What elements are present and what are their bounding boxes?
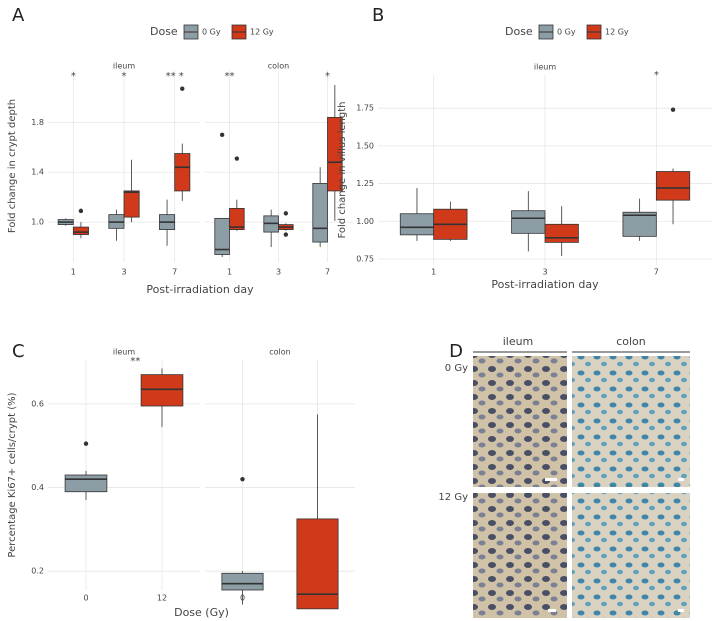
y-tick-label: 1.8 xyxy=(31,118,44,127)
scale-bar xyxy=(545,478,557,481)
x-tick-label: 3 xyxy=(542,268,547,277)
x-tick-label: 12 xyxy=(157,594,167,603)
box xyxy=(72,226,89,235)
row-label: 0 Gy xyxy=(445,363,468,374)
legend-title: Dose xyxy=(505,25,533,38)
box xyxy=(399,213,435,236)
facet-label: colon xyxy=(269,348,290,357)
micrograph xyxy=(473,356,567,487)
facet-label: ileum xyxy=(113,62,135,71)
y-tick-label: 0.4 xyxy=(31,483,44,492)
legend-label: 12 Gy xyxy=(605,28,629,37)
box xyxy=(296,518,339,610)
box xyxy=(214,217,230,255)
box xyxy=(229,207,245,230)
x-tick-label: 1 xyxy=(71,268,76,277)
image-panel: D ileum colon 0 Gy 12 Gy xyxy=(438,335,690,618)
scale-bar xyxy=(548,609,556,612)
x-tick-label: 7 xyxy=(654,268,659,277)
significance: * xyxy=(122,71,127,82)
outlier xyxy=(180,86,185,91)
box xyxy=(64,474,108,493)
significance: ** xyxy=(130,356,140,367)
x-tick-label: 3 xyxy=(276,268,281,277)
micrograph xyxy=(473,493,567,618)
significance: * xyxy=(71,71,76,82)
y-tick-label: 1.0 xyxy=(31,218,44,227)
outlier xyxy=(670,107,676,112)
outlier xyxy=(234,156,240,161)
box xyxy=(327,116,343,192)
x-tick-label: 1 xyxy=(227,268,232,277)
micrograph xyxy=(572,356,690,487)
micrograph xyxy=(572,493,690,618)
box xyxy=(221,572,264,591)
box xyxy=(544,223,579,243)
significance: ** xyxy=(225,71,235,82)
y-axis-title: Fold change in villus length xyxy=(337,102,348,239)
x-tick-label: 7 xyxy=(325,268,330,277)
y-tick-label: 1.4 xyxy=(31,168,44,177)
outlier xyxy=(240,476,245,482)
box xyxy=(174,153,191,192)
facet-label: ileum xyxy=(534,63,556,72)
y-tick-label: 0.75 xyxy=(356,254,374,263)
x-tick-label: 3 xyxy=(121,268,126,277)
panel-letter: C xyxy=(12,341,25,362)
panel-letter: D xyxy=(449,341,463,362)
column-label: ileum xyxy=(503,335,534,348)
panel-letter: A xyxy=(12,5,25,26)
outlier xyxy=(78,208,84,214)
legend-label: 0 Gy xyxy=(202,28,221,37)
box xyxy=(312,183,328,243)
facet-label: colon xyxy=(268,62,289,71)
legend-title: Dose xyxy=(150,25,178,38)
box xyxy=(622,211,657,237)
x-tick-label: 0 xyxy=(83,594,88,603)
y-tick-label: 0.6 xyxy=(31,399,44,408)
significance: * xyxy=(325,71,330,82)
x-axis-title: Post-irradiation day xyxy=(146,283,254,296)
significance: ** * xyxy=(166,71,184,82)
outlier xyxy=(219,132,225,138)
y-tick-label: 1.50 xyxy=(356,141,374,150)
y-tick-label: 0.2 xyxy=(31,567,44,576)
row-label: 12 Gy xyxy=(438,492,468,503)
scale-bar xyxy=(678,478,684,481)
legend-label: 0 Gy xyxy=(557,28,576,37)
y-tick-label: 1.25 xyxy=(356,179,374,188)
x-tick-label: 1 xyxy=(431,268,436,277)
panel-letter: B xyxy=(372,5,384,26)
y-tick-label: 1.00 xyxy=(356,217,374,226)
outlier xyxy=(83,441,89,446)
box xyxy=(511,210,546,234)
x-axis-title: Dose (Gy) xyxy=(174,606,229,619)
box xyxy=(123,190,140,218)
box xyxy=(655,171,691,201)
scale-bar xyxy=(678,609,684,612)
y-axis-title: Percentage Ki67+ cells/crypt (%) xyxy=(7,392,18,557)
y-tick-label: 1.75 xyxy=(356,104,374,113)
box xyxy=(140,374,184,407)
y-axis-title: Fold change in crypt depth xyxy=(7,99,18,233)
column-label: colon xyxy=(616,335,646,348)
legend-label: 12 Gy xyxy=(250,28,274,37)
outlier xyxy=(283,232,289,237)
x-tick-label: 7 xyxy=(172,268,177,277)
facet-label: ileum xyxy=(113,348,135,357)
x-axis-title: Post-irradiation day xyxy=(491,278,599,291)
outlier xyxy=(283,211,289,216)
significance: * xyxy=(654,70,659,81)
